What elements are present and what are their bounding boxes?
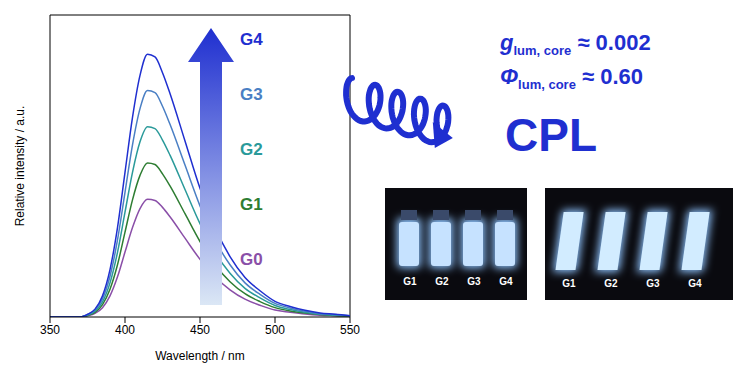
html-text:glum, core ≈ 0.002: glum, core ≈ 0.002 <box>500 30 651 59</box>
svg-text:500: 500 <box>265 323 285 337</box>
html-text:G3: G3 <box>646 278 660 289</box>
html-text:G3: G3 <box>240 85 263 104</box>
svg-text:550: 550 <box>340 323 360 337</box>
html-text:G4: G4 <box>499 276 513 287</box>
svg-text:450: 450 <box>190 323 210 337</box>
html-text:G3: G3 <box>467 276 481 287</box>
html-text:G2: G2 <box>604 278 618 289</box>
html-text:G0: G0 <box>240 250 263 269</box>
html-text:G1: G1 <box>240 195 263 214</box>
html-text:G4: G4 <box>688 278 702 289</box>
html-text:G2: G2 <box>435 276 449 287</box>
html-text:CPL: CPL <box>505 109 597 161</box>
svg-text:Wavelength / nm: Wavelength / nm <box>155 349 245 363</box>
svg-text:Relative intensity / a.u.: Relative intensity / a.u. <box>13 106 27 227</box>
html-text:G2: G2 <box>240 140 263 159</box>
svg-text:350: 350 <box>40 323 60 337</box>
html-text:G4: G4 <box>240 30 263 49</box>
svg-text:400: 400 <box>115 323 135 337</box>
html-text:G1: G1 <box>562 278 576 289</box>
html-text:G1: G1 <box>403 276 417 287</box>
html-text:Φlum, core ≈ 0.60: Φlum, core ≈ 0.60 <box>500 64 643 93</box>
